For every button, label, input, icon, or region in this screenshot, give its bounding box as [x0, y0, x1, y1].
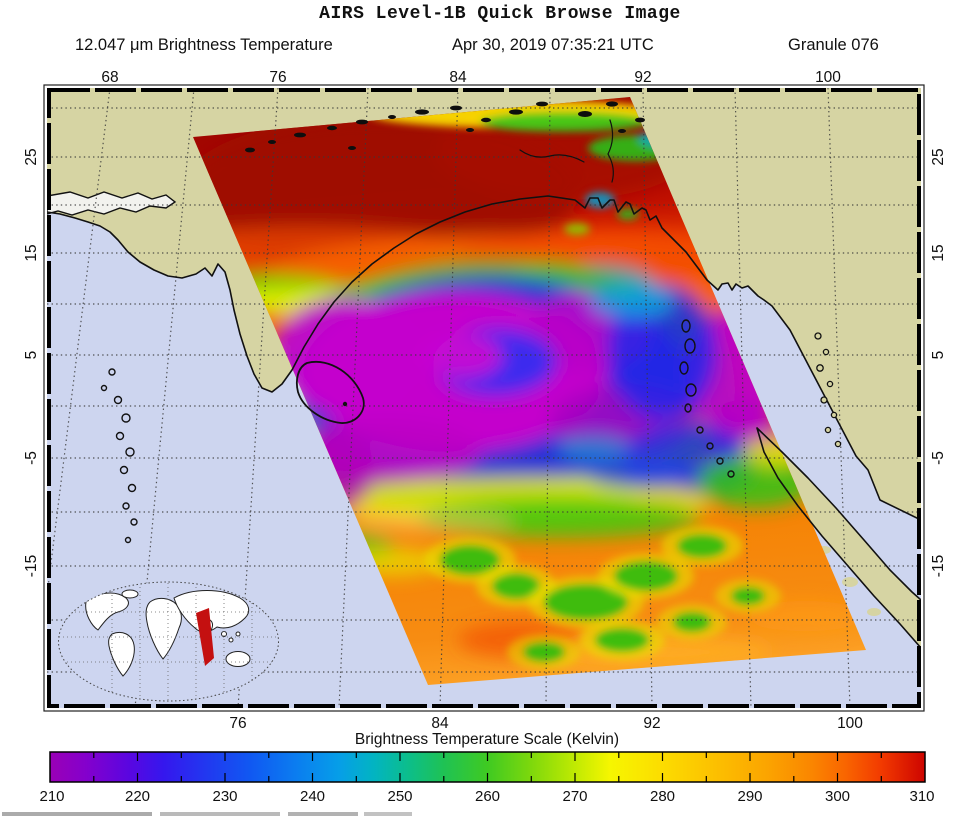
inset-world-map: [58, 581, 279, 702]
subtitle-channel: 12.047 μm Brightness Temperature: [75, 36, 333, 54]
colorbar-labels: 210 220 230 240 250 260 270 280 290 300 …: [39, 788, 934, 805]
plot-frame: [43, 84, 925, 712]
lat-tick-label-left-2: 5: [23, 351, 40, 360]
andaman-islands: [679, 319, 735, 478]
lon-tick-label-top-0: 68: [101, 69, 118, 86]
coast-sumatra: [756, 427, 921, 649]
rann-of-kutch: [47, 191, 177, 216]
lon-tick-label-bottom-3: 100: [837, 715, 863, 732]
colorbar-tick-label-2: 230: [212, 788, 237, 805]
coastlines: [47, 119, 921, 649]
colorbar-title: Brightness Temperature Scale (Kelvin): [355, 731, 619, 748]
land-sumatra: [757, 428, 921, 648]
inset-continents: [85, 589, 251, 677]
lat-tick-label-right-4: -15: [930, 555, 947, 577]
lat-tick-label-right-2: 5: [930, 351, 947, 360]
subtitle-timestamp: Apr 30, 2019 07:35:21 UTC: [452, 36, 654, 54]
lat-tick-label-left-0: 25: [23, 148, 40, 165]
island-sumatra-offshore-4: [867, 608, 881, 616]
colorbar-ticks-bottom: [93, 773, 882, 782]
colorbar-tick-label-6: 270: [562, 788, 587, 805]
bottom-crop-smudge: [2, 812, 412, 816]
colorbar-tick-label-4: 250: [387, 788, 412, 805]
subtitle-row: 12.047 μm Brightness Temperature Apr 30,…: [0, 36, 959, 58]
lat-tick-label-right-1: 15: [930, 244, 947, 261]
colorbar-tick-label-8: 290: [737, 788, 762, 805]
colorbar: Brightness Temperature Scale (Kelvin) 21…: [39, 731, 934, 805]
graticule: [47, 88, 921, 708]
colorbar-tick-label-5: 260: [475, 788, 500, 805]
colorbar-ticks-top: [93, 752, 882, 761]
lat-tick-label-right-0: 25: [930, 148, 947, 165]
colorbar-tick-label-10: 310: [909, 788, 934, 805]
lon-tick-label-top-1: 76: [269, 69, 286, 86]
island-sumatra-offshore-3: [842, 577, 858, 587]
river-squiggles: [519, 119, 614, 183]
parallels: [47, 107, 921, 673]
colorbar-tick-label-9: 300: [825, 788, 850, 805]
lat-tick-label-right-3: -5: [930, 451, 947, 465]
terrain-speckles: [245, 101, 645, 153]
lon-tick-label-bottom-2: 92: [643, 715, 660, 732]
inset-swath-marker: [196, 608, 214, 666]
lat-tick-label-left-3: -5: [23, 451, 40, 465]
axis-labels: 68 76 84 92 100 76 84 92 100 25 15 5 -5 …: [23, 69, 947, 732]
maldives-islands: [100, 368, 138, 544]
lon-tick-label-top-4: 100: [815, 69, 841, 86]
coast-sri-lanka: [295, 360, 365, 424]
colorbar-tick-label-3: 240: [300, 788, 325, 805]
lon-tick-label-top-2: 84: [449, 69, 467, 86]
mergui-archipelago: [814, 332, 842, 448]
subtitle-granule: Granule 076: [788, 36, 879, 54]
lat-tick-label-left-4: -15: [23, 555, 40, 577]
coast-asia: [47, 195, 921, 521]
colorbar-tick-label-0: 210: [39, 788, 64, 805]
page-title: AIRS Level-1B Quick Browse Image: [319, 4, 681, 24]
lat-tick-label-left-1: 15: [23, 244, 40, 261]
lon-tick-label-bottom-0: 76: [229, 715, 246, 732]
swath-image: [193, 97, 866, 685]
colorbar-tick-label-7: 280: [650, 788, 675, 805]
colorbar-tick-label-1: 220: [125, 788, 150, 805]
lon-tick-label-bottom-1: 84: [431, 715, 449, 732]
lon-tick-label-top-3: 92: [634, 69, 651, 86]
